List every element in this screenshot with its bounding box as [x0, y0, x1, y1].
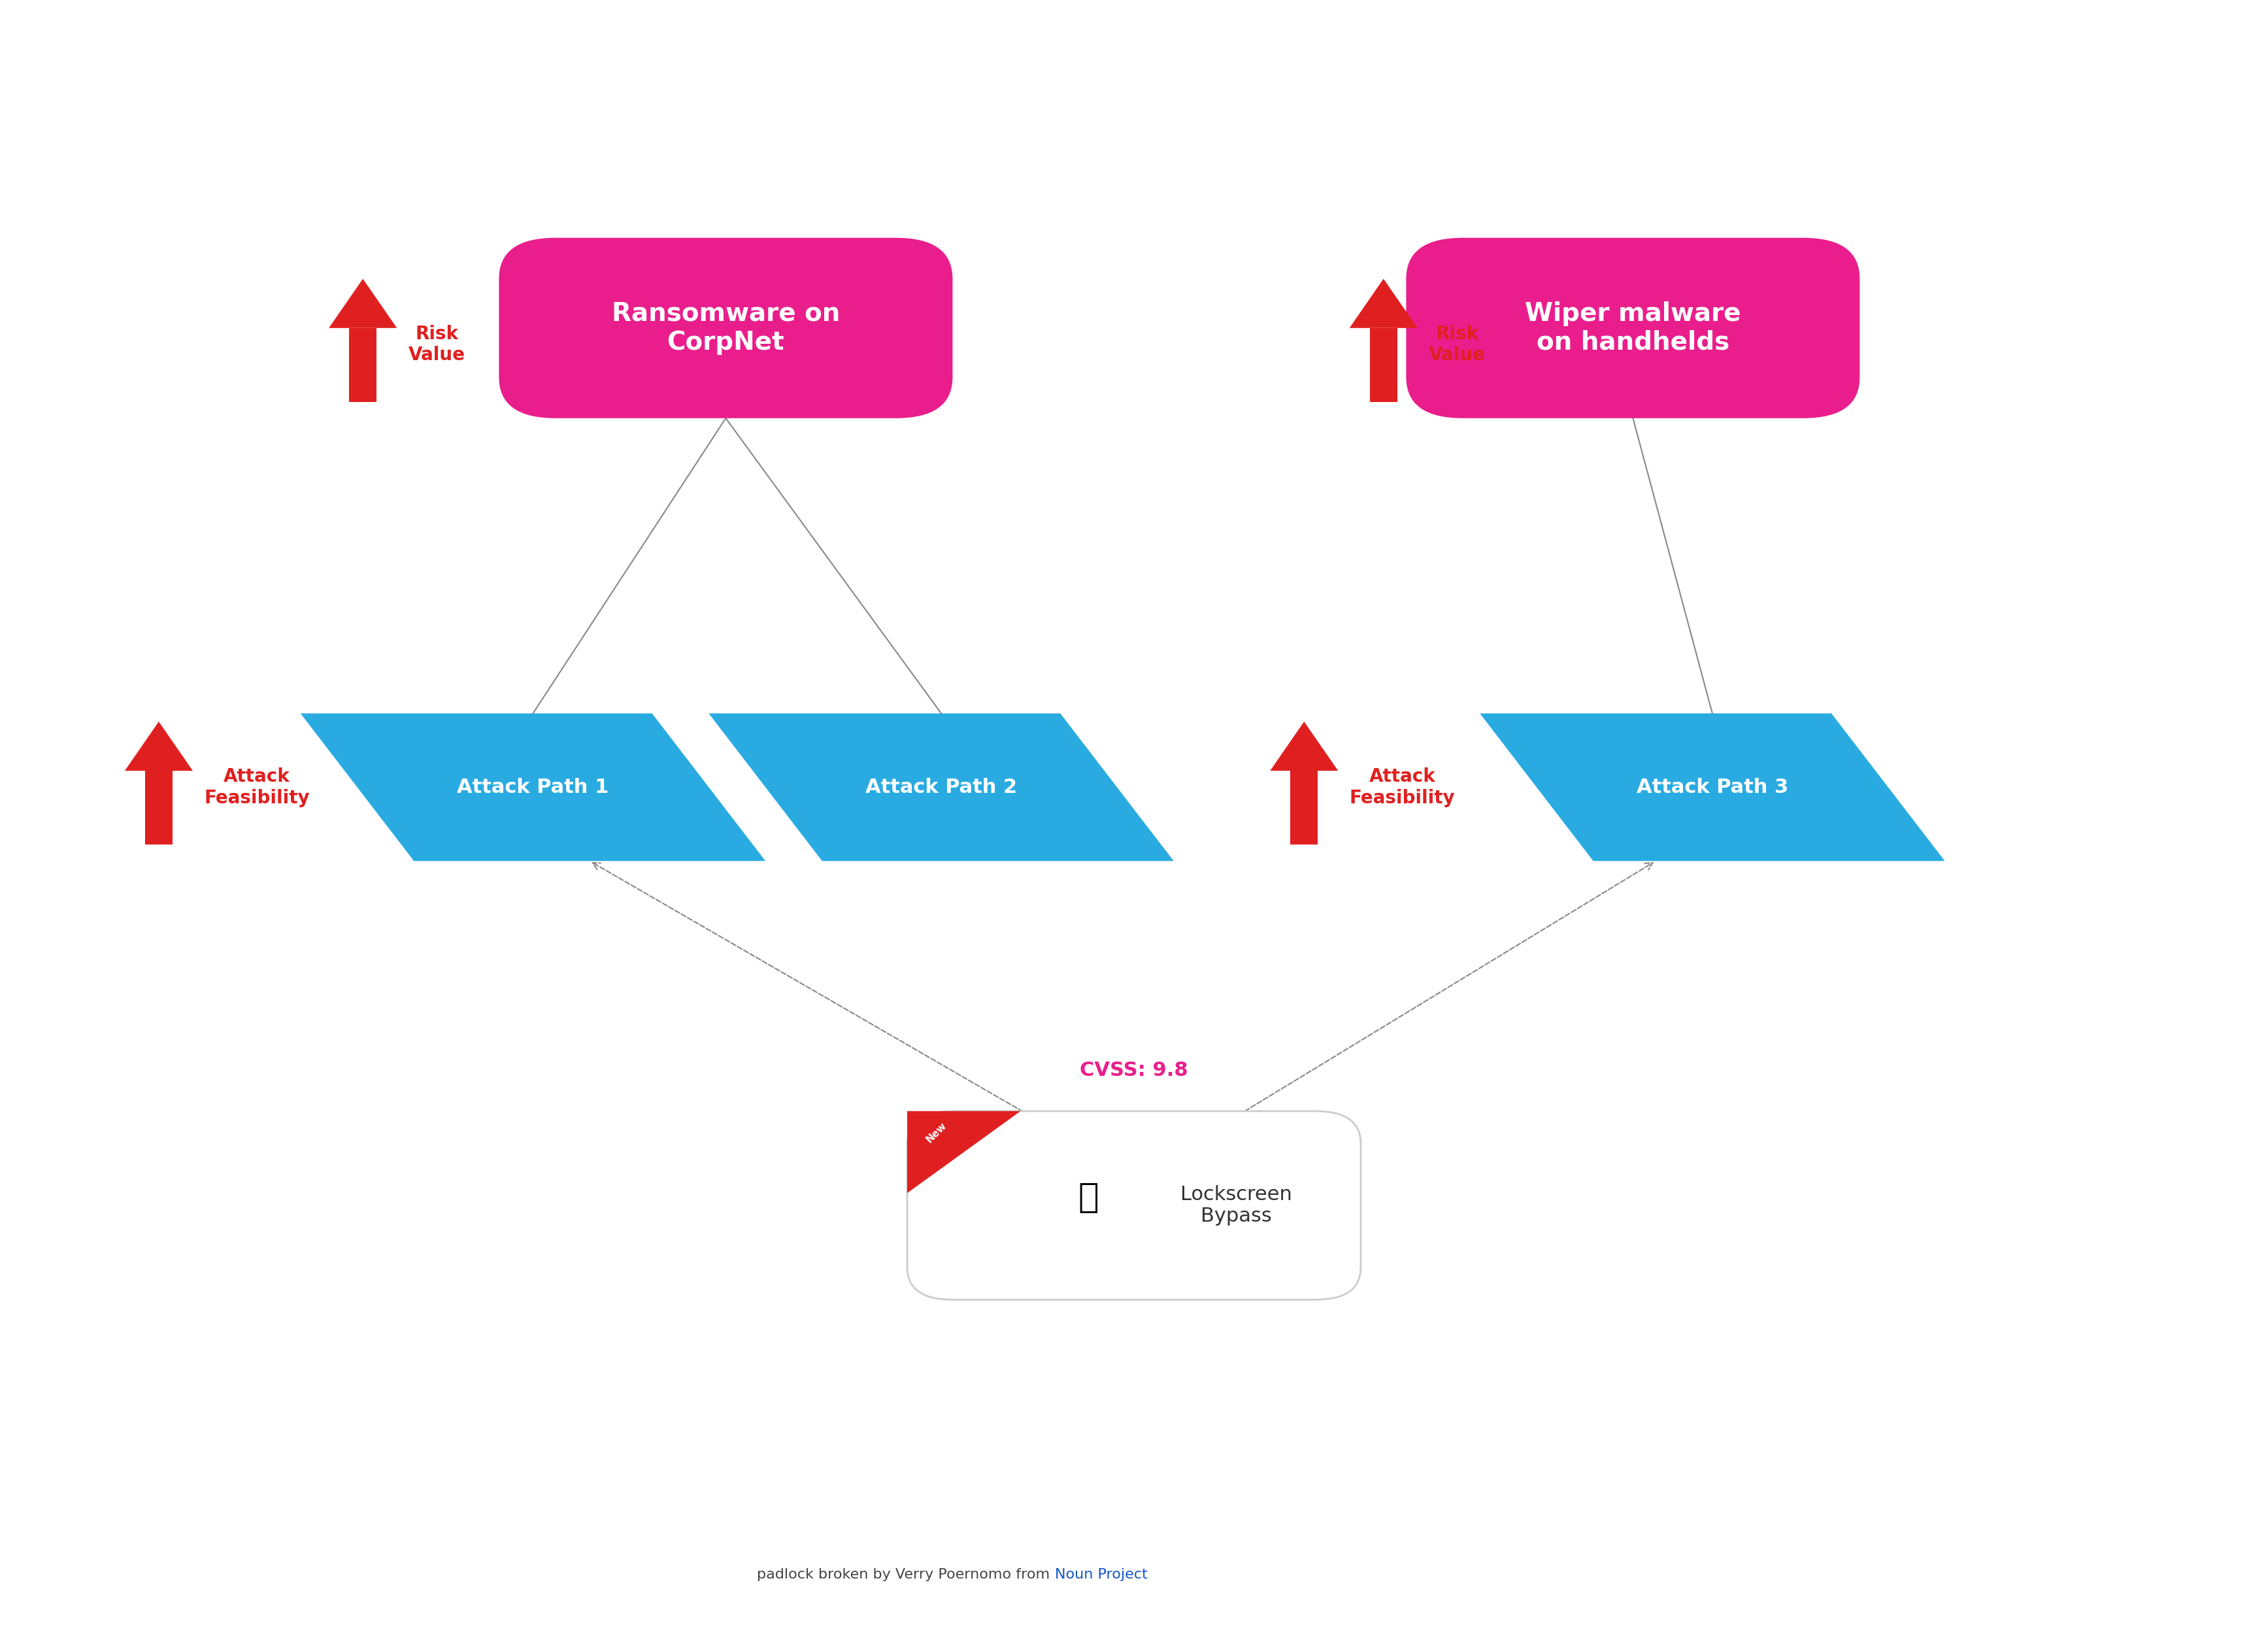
Text: New: New — [925, 1120, 948, 1145]
FancyBboxPatch shape — [1406, 238, 1860, 418]
Polygon shape — [125, 722, 193, 771]
Polygon shape — [1479, 713, 1946, 861]
Text: Attack Path 1: Attack Path 1 — [458, 777, 608, 797]
Text: 🔒: 🔒 — [1077, 1181, 1100, 1214]
Polygon shape — [349, 328, 376, 402]
Polygon shape — [1290, 771, 1318, 845]
Text: Risk
Value: Risk Value — [1429, 325, 1486, 364]
Text: Risk
Value: Risk Value — [408, 325, 465, 364]
Polygon shape — [708, 713, 1175, 861]
Text: Attack
Feasibility: Attack Feasibility — [204, 768, 311, 807]
Polygon shape — [1370, 328, 1397, 402]
Polygon shape — [145, 771, 172, 845]
Text: Attack Path 2: Attack Path 2 — [866, 777, 1016, 797]
Text: CVSS: 9.8: CVSS: 9.8 — [1080, 1061, 1188, 1079]
Text: Attack
Feasibility: Attack Feasibility — [1349, 768, 1456, 807]
Polygon shape — [299, 713, 767, 861]
Text: Lockscreen
Bypass: Lockscreen Bypass — [1179, 1186, 1293, 1225]
Polygon shape — [1349, 279, 1418, 328]
Polygon shape — [329, 279, 397, 328]
Text: Noun Project: Noun Project — [1055, 1568, 1148, 1581]
Polygon shape — [1270, 722, 1338, 771]
Text: Ransomware on
CorpNet: Ransomware on CorpNet — [612, 302, 839, 354]
Polygon shape — [907, 1112, 1021, 1194]
Text: padlock broken by Verry Poernomo from: padlock broken by Verry Poernomo from — [758, 1568, 1055, 1581]
FancyBboxPatch shape — [499, 238, 953, 418]
Text: Attack Path 3: Attack Path 3 — [1637, 777, 1787, 797]
Text: Wiper malware
on handhelds: Wiper malware on handhelds — [1524, 302, 1742, 354]
FancyBboxPatch shape — [907, 1112, 1361, 1299]
